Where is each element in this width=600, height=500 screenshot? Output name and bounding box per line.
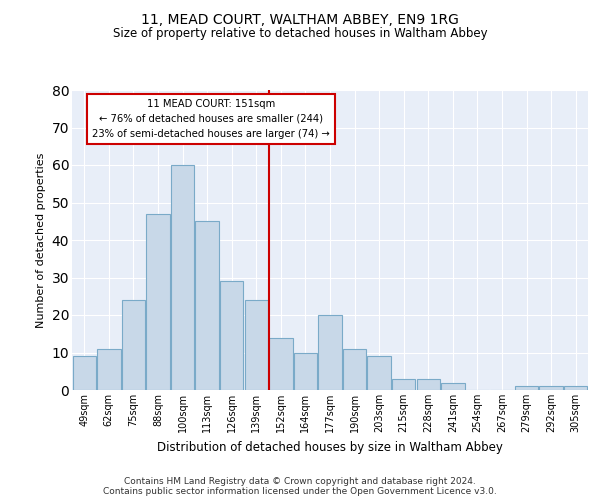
Bar: [146, 214, 170, 390]
Bar: [73, 356, 96, 390]
Bar: [294, 352, 317, 390]
Bar: [269, 338, 293, 390]
Bar: [97, 349, 121, 390]
Bar: [441, 382, 464, 390]
Bar: [392, 379, 415, 390]
Bar: [196, 221, 219, 390]
Text: 11 MEAD COURT: 151sqm
← 76% of detached houses are smaller (244)
23% of semi-det: 11 MEAD COURT: 151sqm ← 76% of detached …: [92, 99, 330, 138]
Text: 11, MEAD COURT, WALTHAM ABBEY, EN9 1RG: 11, MEAD COURT, WALTHAM ABBEY, EN9 1RG: [141, 12, 459, 26]
Bar: [319, 315, 341, 390]
Bar: [539, 386, 563, 390]
Bar: [564, 386, 587, 390]
Bar: [343, 349, 366, 390]
Bar: [515, 386, 538, 390]
Bar: [245, 300, 268, 390]
Bar: [416, 379, 440, 390]
Text: Contains HM Land Registry data © Crown copyright and database right 2024.: Contains HM Land Registry data © Crown c…: [124, 476, 476, 486]
Text: Distribution of detached houses by size in Waltham Abbey: Distribution of detached houses by size …: [157, 441, 503, 454]
Text: Contains public sector information licensed under the Open Government Licence v3: Contains public sector information licen…: [103, 486, 497, 496]
Bar: [171, 165, 194, 390]
Bar: [122, 300, 145, 390]
Bar: [220, 281, 244, 390]
Text: Size of property relative to detached houses in Waltham Abbey: Size of property relative to detached ho…: [113, 28, 487, 40]
Y-axis label: Number of detached properties: Number of detached properties: [36, 152, 46, 328]
Bar: [367, 356, 391, 390]
